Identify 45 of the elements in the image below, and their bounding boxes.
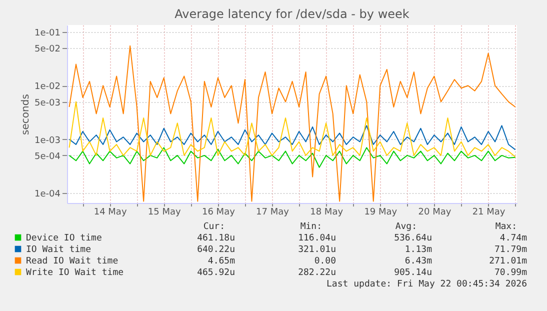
x-tick-label: 15 May: [148, 208, 182, 218]
y-tick-label: 1e-01: [34, 28, 60, 38]
text: Last update: Fri May 22 00:45:34 2026: [326, 280, 527, 290]
y-axis-title: seconds: [20, 94, 32, 135]
x-tick-label: 16 May: [202, 208, 236, 218]
text: 282.22u: [298, 268, 336, 278]
text: 6.43m: [404, 256, 432, 266]
text: 271.01m: [489, 256, 527, 266]
x-tick-label: 21 May: [472, 208, 506, 218]
y-tick-label: 5e-04: [34, 152, 61, 162]
legend-label: Device IO time: [26, 234, 102, 244]
text: Cur:: [203, 222, 225, 232]
text: 465.92u: [197, 268, 235, 278]
y-tick-label: 1e-02: [34, 82, 60, 92]
text: 640.22u: [197, 245, 235, 255]
text: 1.13m: [404, 245, 432, 255]
legend-label: IO Wait time: [26, 245, 92, 255]
legend-label: Write IO Wait time: [26, 268, 124, 278]
y-tick-label: 5e-03: [34, 98, 60, 108]
x-tick-label: 19 May: [364, 208, 398, 218]
text: 0.00: [314, 256, 336, 266]
text: 536.64u: [394, 234, 432, 244]
line-series: [68, 147, 516, 168]
chart-title: Average latency for /dev/sda - by week: [174, 7, 410, 21]
text: 116.04u: [298, 234, 336, 244]
text: 905.14u: [394, 268, 432, 278]
text: 71.79m: [494, 245, 527, 255]
text: 4.74m: [500, 234, 527, 244]
text: Max:: [495, 222, 517, 232]
text: 321.01u: [298, 245, 336, 255]
y-tick-label: 1e-03: [34, 136, 60, 146]
x-tick-label: 14 May: [94, 208, 128, 218]
text: 70.99m: [494, 268, 527, 278]
line-series: [68, 125, 516, 150]
y-tick-label: 5e-02: [34, 44, 60, 55]
x-tick-label: 17 May: [256, 208, 290, 218]
text: 4.65m: [208, 256, 235, 266]
text: Avg:: [395, 222, 417, 232]
text: Min:: [300, 222, 322, 232]
legend-label: Read IO Wait time: [26, 256, 118, 266]
text: 461.18u: [197, 234, 235, 244]
x-tick-label: 18 May: [310, 208, 344, 218]
x-tick-label: 20 May: [418, 208, 452, 218]
line-series: [68, 101, 516, 158]
y-tick-label: 1e-04: [34, 189, 61, 200]
